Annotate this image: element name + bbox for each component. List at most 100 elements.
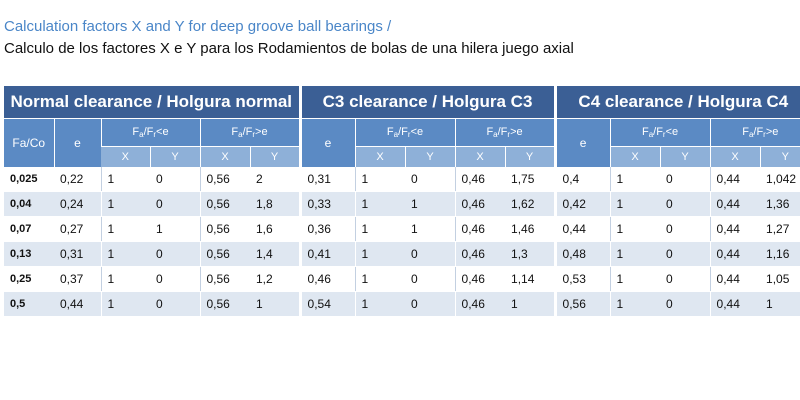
cell-y-gt-normal: 1 <box>250 291 301 317</box>
ratio-part: r <box>662 130 666 139</box>
cell-y-gt-c4: 1,27 <box>760 216 800 242</box>
col-header-ratio-le: Fa/Fr<e <box>609 118 711 147</box>
ratio-part: F <box>231 126 239 138</box>
cell-fa-co: 0,04 <box>4 191 54 217</box>
cell-y-gt-c3: 1,75 <box>505 167 556 192</box>
ratio-part: r <box>153 130 157 139</box>
cell-y-gt-c4: 1,05 <box>760 266 800 292</box>
col-header-x: X <box>354 146 406 167</box>
cell-fa-co: 0,25 <box>4 266 54 292</box>
cell-x-gt-c4: 0,44 <box>709 291 761 317</box>
ratio-part: >e <box>510 126 523 138</box>
col-header-e: e <box>298 118 356 167</box>
cell-y-le-c3: 0 <box>405 167 456 192</box>
cell-y-le-normal: 0 <box>150 167 200 192</box>
cell-x-le-normal: 1 <box>100 291 150 317</box>
group-header-c3: C3 clearance / Holgura C3 <box>298 86 556 119</box>
col-header-x: X <box>609 146 661 167</box>
ratio-part: a <box>393 130 399 139</box>
ratio-part: /F <box>753 126 764 138</box>
ratio-part: <e <box>156 126 169 138</box>
ratio-part: F <box>486 126 494 138</box>
ratio-part: r <box>763 130 766 139</box>
cell-x-gt-c4: 0,44 <box>709 191 761 217</box>
cell-x-gt-normal: 0,56 <box>199 167 250 192</box>
cell-x-le-c4: 1 <box>609 191 661 217</box>
cell-y-gt-c4: 1,16 <box>760 241 800 267</box>
factors-table: Normal clearance / Holgura normal C3 cle… <box>4 86 800 317</box>
cell-e-c4: 0,56 <box>553 291 611 317</box>
ratio-part: a <box>748 130 754 139</box>
cell-y-gt-c4: 1,36 <box>760 191 800 217</box>
cell-x-gt-c4: 0,44 <box>709 266 761 292</box>
col-header-y: Y <box>504 146 556 167</box>
col-header-x: X <box>199 146 250 167</box>
cell-x-le-c4: 1 <box>609 266 661 292</box>
cell-y-le-normal: 0 <box>150 191 200 217</box>
cell-x-le-c4: 1 <box>609 241 661 267</box>
table-body: 0,025 0,22 1 0 0,56 2 0,31 1 0 0,46 1,75 0,4 1 0 0,44 1… <box>4 167 800 317</box>
cell-y-gt-normal: 1,4 <box>250 241 301 267</box>
table-row: 0,025 0,22 1 0 0,56 2 0,31 1 0 0,46 1,75 0,4 1 0 0,44 1… <box>4 167 800 192</box>
cell-x-gt-normal: 0,56 <box>199 191 250 217</box>
col-header-y: Y <box>249 146 301 167</box>
cell-y-gt-c3: 1 <box>505 291 556 317</box>
cell-x-gt-c3: 0,46 <box>454 216 506 242</box>
cell-x-le-c3: 1 <box>354 216 406 242</box>
cell-e-normal: 0,27 <box>54 216 101 242</box>
ratio-part: F <box>641 126 649 138</box>
col-header-ratio-le: Fa/Fr<e <box>100 118 200 147</box>
ratio-part: /F <box>497 126 508 138</box>
cell-x-gt-normal: 0,56 <box>199 291 250 317</box>
cell-x-gt-c4: 0,44 <box>709 167 761 192</box>
col-header-ratio-le: Fa/Fr<e <box>354 118 456 147</box>
cell-fa-co: 0,025 <box>4 167 54 192</box>
cell-x-le-normal: 1 <box>100 241 150 267</box>
cell-e-c4: 0,4 <box>553 167 611 192</box>
cell-e-c3: 0,54 <box>298 291 356 317</box>
cell-e-c4: 0,48 <box>553 241 611 267</box>
cell-e-normal: 0,31 <box>54 241 101 267</box>
cell-x-le-c3: 1 <box>354 266 406 292</box>
cell-e-c4: 0,42 <box>553 191 611 217</box>
cell-e-normal: 0,37 <box>54 266 101 292</box>
ratio-part: >e <box>255 126 268 138</box>
ratio-part: a <box>648 130 654 139</box>
cell-y-le-c4: 0 <box>660 167 711 192</box>
cell-y-le-c4: 0 <box>660 291 711 317</box>
ratio-part: a <box>139 130 144 139</box>
cell-y-gt-c4: 1 <box>760 291 800 317</box>
cell-fa-co: 0,5 <box>4 291 54 317</box>
cell-y-le-normal: 1 <box>150 216 200 242</box>
cell-e-c3: 0,31 <box>298 167 356 192</box>
ratio-part: /F <box>242 126 253 138</box>
cell-e-c3: 0,36 <box>298 216 356 242</box>
cell-y-le-c3: 1 <box>405 216 456 242</box>
ratio-part: r <box>252 130 256 139</box>
cell-x-le-c4: 1 <box>609 216 661 242</box>
cell-y-gt-c3: 1,3 <box>505 241 556 267</box>
ratio-part: /F <box>398 126 408 138</box>
title-spanish: Calculo de los factores X e Y para los R… <box>4 40 574 57</box>
col-header-y: Y <box>149 146 200 167</box>
title-english: Calculation factors X and Y for deep gro… <box>4 18 392 35</box>
col-header-x: X <box>709 146 761 167</box>
cell-x-gt-c4: 0,44 <box>709 241 761 267</box>
cell-x-gt-normal: 0,56 <box>199 216 250 242</box>
col-header-x: X <box>454 146 506 167</box>
cell-y-le-normal: 0 <box>150 266 200 292</box>
cell-y-le-c4: 0 <box>660 241 711 267</box>
cell-y-le-c3: 0 <box>405 241 456 267</box>
cell-x-gt-c3: 0,46 <box>454 167 506 192</box>
cell-e-c4: 0,44 <box>553 216 611 242</box>
cell-y-gt-c3: 1,62 <box>505 191 556 217</box>
col-header-y: Y <box>759 146 800 167</box>
cell-e-c3: 0,33 <box>298 191 356 217</box>
cell-y-gt-c4: 1,042 <box>760 167 800 192</box>
cell-x-le-c3: 1 <box>354 241 406 267</box>
cell-x-le-c3: 1 <box>354 191 406 217</box>
cell-x-le-c3: 1 <box>354 167 406 192</box>
ratio-part: F <box>742 126 749 138</box>
ratio-part: a <box>493 130 498 139</box>
cell-x-gt-c3: 0,46 <box>454 266 506 292</box>
